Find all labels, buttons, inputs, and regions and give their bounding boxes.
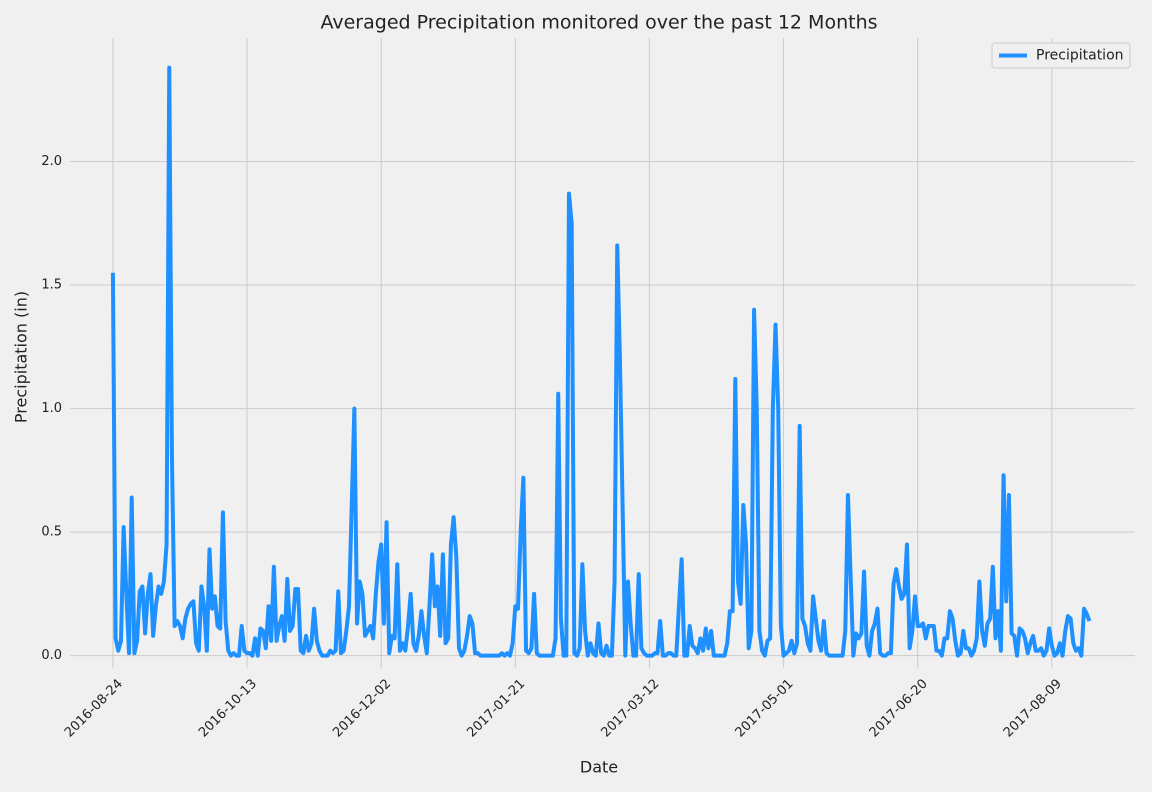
line-series [110,65,1092,658]
x-tick-label: 2016-10-13 [196,676,260,740]
y-tick-label: 0.0 [41,648,62,663]
x-tick-label: 2017-05-01 [733,676,797,740]
y-tick-label: 1.0 [41,401,62,416]
legend-label: Precipitation [1036,48,1124,64]
y-tick-label: 0.5 [41,525,62,540]
x-tick-label: 2017-08-09 [1001,676,1065,740]
chart-title: Averaged Precipitation monitored over th… [320,12,877,34]
y-tick-label: 1.5 [41,278,62,293]
grid [70,38,1135,668]
legend: Precipitation [991,42,1131,69]
legend-box [991,42,1131,69]
x-tick-label: 2017-06-20 [867,676,931,740]
x-tick-label: 2016-08-24 [62,676,126,740]
x-tick-label: 2016-12-02 [330,676,394,740]
x-tick-label: 2017-03-12 [598,676,662,740]
x-axis-label: Date [580,758,618,777]
x-tick-label: 2017-01-21 [464,676,528,740]
y-axis-label: Precipitation (in) [12,291,31,423]
y-tick-label: 2.0 [41,154,62,169]
